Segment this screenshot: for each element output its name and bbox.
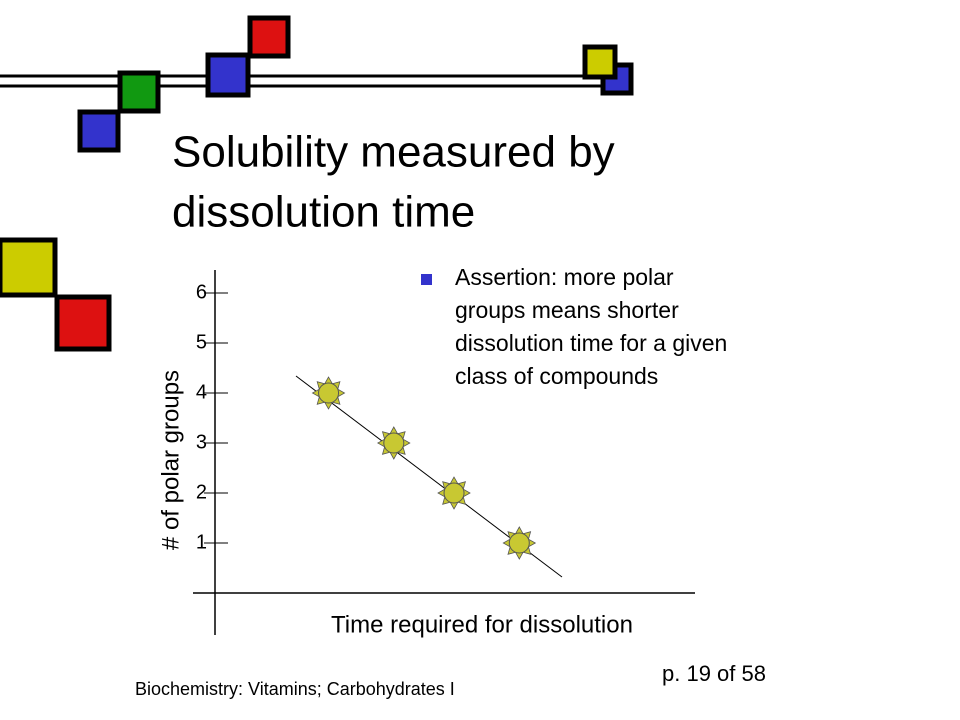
bullet-text: dissolution time for a given <box>455 330 727 356</box>
bullet-marker <box>421 274 432 285</box>
point-body <box>508 532 530 554</box>
square <box>54 294 112 352</box>
point <box>311 376 346 410</box>
y-tick-label: 2 <box>196 481 207 503</box>
y-tick-label: 1 <box>196 531 207 553</box>
bullet-text: Assertion: more polar <box>455 264 674 290</box>
square <box>582 44 618 80</box>
page-number: p. 19 of 58 <box>662 661 766 686</box>
y-tick-label: 4 <box>196 381 207 403</box>
x-axis-label: Time required for dissolution <box>331 611 633 638</box>
point <box>502 526 537 560</box>
point-body <box>383 432 405 454</box>
decoration <box>0 15 634 352</box>
y-tick-label: 5 <box>196 331 207 353</box>
point-body <box>318 382 340 404</box>
title: Solubility measured by <box>172 128 615 177</box>
point-body <box>443 482 465 504</box>
square <box>77 109 121 153</box>
footer: Biochemistry: Vitamins; Carbohydrates I <box>135 679 455 699</box>
square <box>205 52 251 98</box>
square <box>117 70 161 114</box>
bullet-text: class of compounds <box>455 363 658 389</box>
title: dissolution time <box>172 188 475 237</box>
point <box>437 476 471 510</box>
y-tick-label: 6 <box>196 281 207 303</box>
square <box>247 15 291 59</box>
square <box>0 237 58 298</box>
bullet-text: groups means shorter <box>455 297 679 323</box>
point <box>376 426 411 460</box>
y-axis-label: # of polar groups <box>157 370 184 550</box>
y-tick-label: 3 <box>196 431 207 453</box>
